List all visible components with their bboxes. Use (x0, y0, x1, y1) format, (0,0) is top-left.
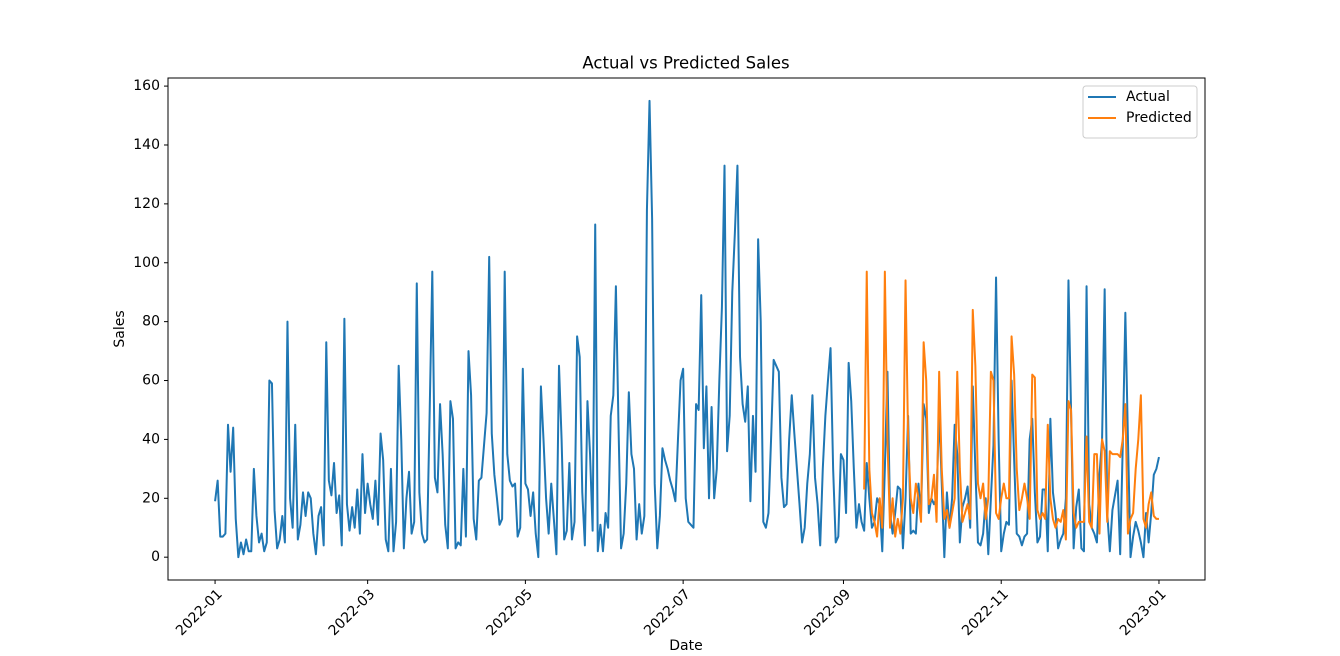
legend-label: Actual (1126, 89, 1170, 105)
chart-title: Actual vs Predicted Sales (582, 54, 789, 73)
y-tick-label: 160 (133, 78, 160, 94)
plot-frame (167, 77, 1206, 581)
y-axis-label: Sales (112, 310, 128, 347)
y-tick-label: 140 (133, 137, 160, 153)
y-tick-label: 80 (142, 314, 160, 330)
legend-label: Predicted (1126, 110, 1192, 126)
x-axis-label: Date (669, 638, 702, 652)
y-tick-label: 20 (142, 490, 160, 506)
legend-box (1082, 85, 1198, 139)
y-tick-label: 60 (142, 373, 160, 389)
series-line (863, 270, 1159, 541)
y-tick-label: 100 (133, 255, 160, 271)
y-tick-label: 40 (142, 431, 160, 447)
y-tick-label: 120 (133, 196, 160, 212)
y-tick-label: 0 (151, 549, 160, 565)
series-line (214, 99, 1160, 559)
